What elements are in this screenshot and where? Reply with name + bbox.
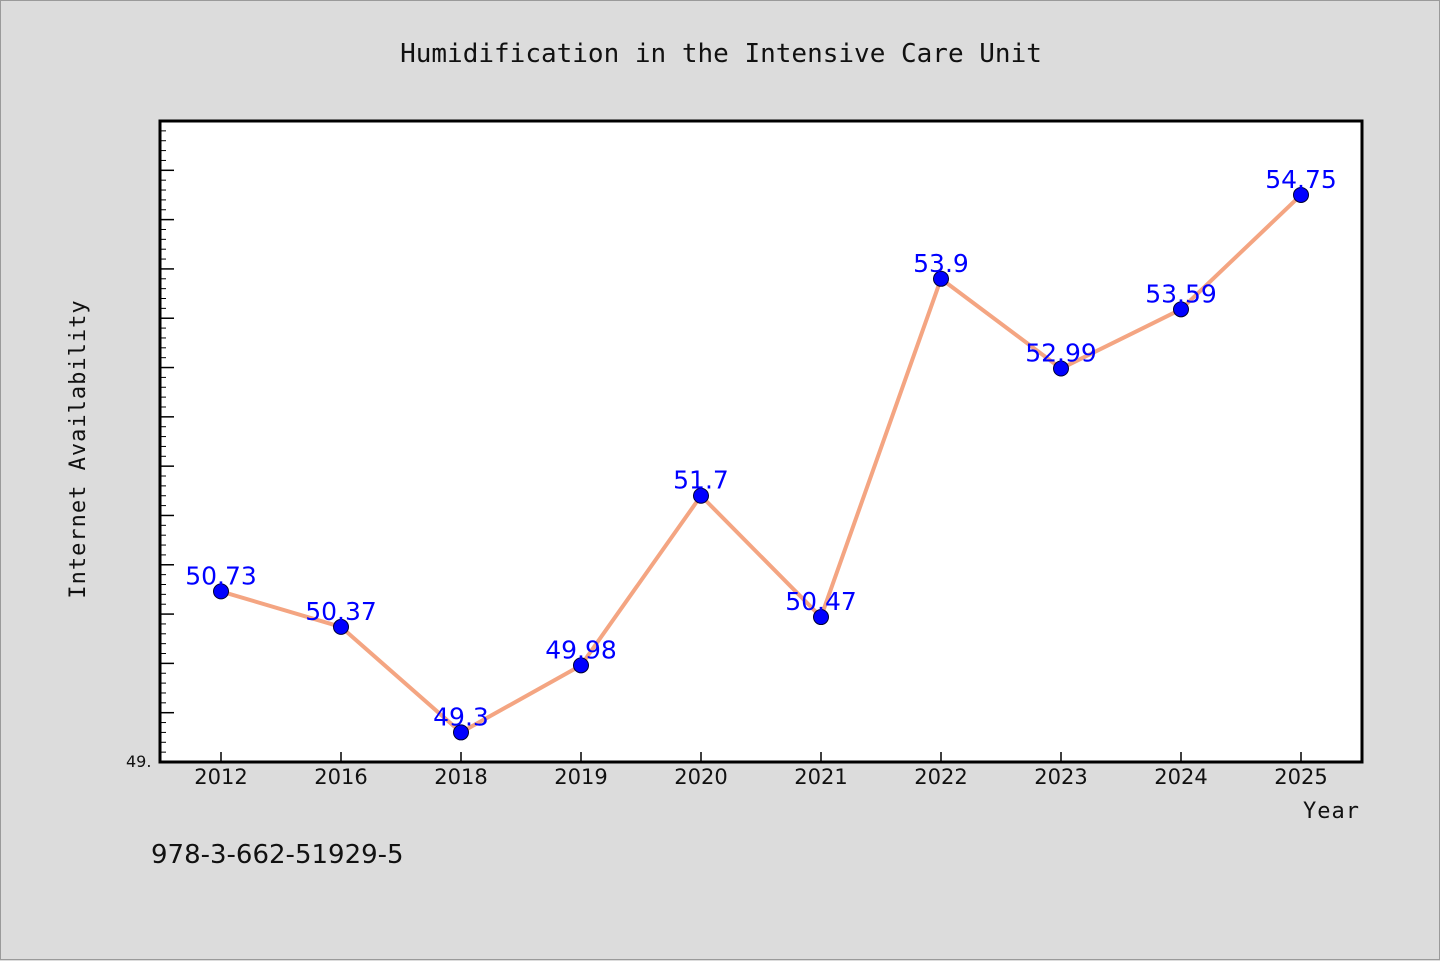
x-tick-label: 2023 xyxy=(1034,765,1087,789)
data-point xyxy=(573,657,589,674)
plot-area xyxy=(158,119,1364,764)
isbn-text: 978-3-662-51929-5 xyxy=(151,840,404,870)
data-point xyxy=(1173,301,1189,318)
y-axis-ticks xyxy=(160,120,174,763)
y-axis-label: Internet Availability xyxy=(66,299,91,598)
x-tick-label: 2025 xyxy=(1274,765,1327,789)
data-point xyxy=(1053,360,1069,377)
y-tick-label: 49. xyxy=(126,752,151,771)
data-labels: 50.73 50.37 49.3 49.98 51.7 50.47 53.9 52.99 53.… xyxy=(185,165,1337,731)
x-tick-label: 2020 xyxy=(674,765,727,789)
data-value-label: 49.3 xyxy=(433,702,489,731)
series-line xyxy=(220,193,1303,735)
x-tick-label: 2018 xyxy=(434,765,487,789)
data-value-label: 50.37 xyxy=(305,597,377,626)
data-point xyxy=(213,583,229,600)
data-value-label: 50.47 xyxy=(785,587,857,616)
data-value-label: 53.59 xyxy=(1145,279,1217,308)
data-value-label: 49.98 xyxy=(545,635,617,664)
data-value-label: 52.99 xyxy=(1025,339,1097,368)
data-point xyxy=(453,724,469,741)
x-axis-ticks: 2012 2016 2018 2019 2020 2021 2022 2023 2024 2025 xyxy=(194,752,1328,789)
x-tick-label: 2024 xyxy=(1154,765,1207,789)
data-point xyxy=(933,270,949,287)
x-tick-label: 2021 xyxy=(794,765,847,789)
data-point xyxy=(693,487,709,504)
data-point xyxy=(333,618,349,635)
chart-title: Humidification in the Intensive Care Uni… xyxy=(400,39,1042,69)
data-value-label: 53.9 xyxy=(913,249,969,278)
data-value-label: 51.7 xyxy=(673,466,729,495)
x-axis-label: Year xyxy=(1303,799,1360,824)
x-tick-label: 2019 xyxy=(554,765,607,789)
x-tick-label: 2012 xyxy=(194,765,247,789)
x-tick-label: 2022 xyxy=(914,765,967,789)
series-line-layer xyxy=(220,193,1303,735)
data-point xyxy=(1293,186,1309,203)
data-point xyxy=(813,609,829,626)
data-value-label: 50.73 xyxy=(185,561,257,590)
x-tick-label: 2016 xyxy=(314,765,367,789)
data-markers xyxy=(213,186,1309,741)
data-value-label: 54.75 xyxy=(1265,165,1337,194)
